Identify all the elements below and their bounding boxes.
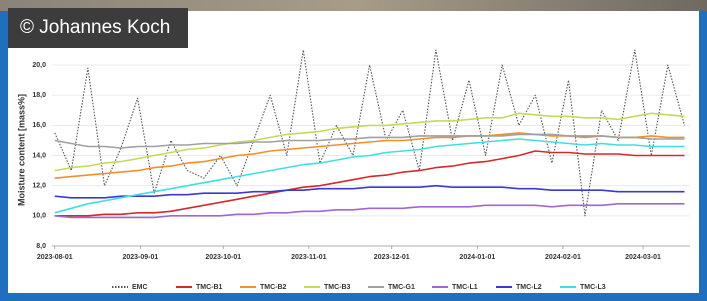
legend-label: TMC-L1 — [452, 284, 478, 291]
legend-label: TMC-B1 — [196, 284, 223, 291]
x-tick-label: 2023-09-01 — [122, 254, 158, 261]
page: © Johannes Koch Moisture content [mass%]… — [0, 0, 707, 301]
legend-label: TMC-L3 — [580, 284, 606, 291]
y-tick-label: 20,0 — [32, 62, 46, 69]
y-tick-label: 14,0 — [32, 152, 46, 159]
y-tick-label: 8,0 — [36, 243, 46, 250]
y-tick-label: 16,0 — [32, 122, 46, 129]
legend-label: EMC — [132, 284, 148, 291]
y-tick-label: 12,0 — [32, 183, 46, 190]
x-tick-label: 2023-10-01 — [205, 254, 241, 261]
y-tick-label: 10,0 — [32, 213, 46, 220]
credit: © Johannes Koch — [20, 17, 170, 38]
y-axis-title: Moisture content [mass%] — [16, 94, 26, 206]
chart: © Johannes Koch Moisture content [mass%]… — [0, 0, 707, 301]
x-tick-label: 2024-02-01 — [545, 254, 581, 261]
x-tick-label: 2023-12-01 — [374, 254, 410, 261]
legend-label: TMC-B3 — [324, 284, 351, 291]
x-tick-label: 2024-03-01 — [625, 254, 661, 261]
y-tick-label: 18,0 — [32, 92, 46, 99]
legend-label: TMC-G1 — [388, 284, 415, 291]
x-tick-label: 2023-11-01 — [291, 254, 327, 261]
legend-label: TMC-L2 — [516, 284, 542, 291]
legend-label: TMC-B2 — [260, 284, 287, 291]
x-tick-label: 2023-08-01 — [37, 254, 73, 261]
x-tick-label: 2024-01-01 — [459, 254, 495, 261]
